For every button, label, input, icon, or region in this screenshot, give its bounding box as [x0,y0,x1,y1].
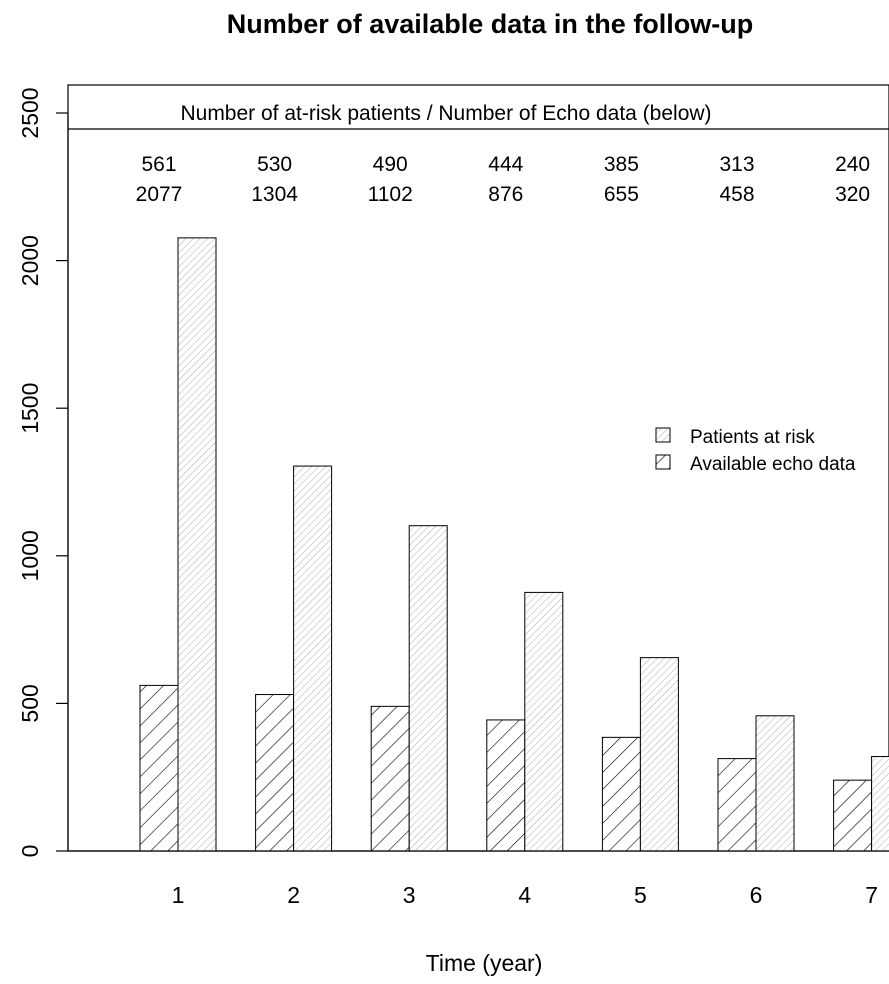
annotation-echo-data-7: 320 [835,183,870,206]
x-tick-label-3: 3 [403,882,416,908]
annotation-at-risk-6: 313 [719,153,754,176]
annotation-at-risk-2: 530 [257,153,292,176]
annotation-values: 561 530 490 444 385 313 240 2077 1304 1102 876 655 4… [136,153,870,206]
annotation-echo-data-4: 876 [488,183,523,206]
bar-available-echo-data-3 [370,705,410,852]
x-tick-label-5: 5 [634,882,647,908]
y-tick-label-2500: 2500 [17,87,43,138]
annotation-at-risk-3: 490 [373,153,408,176]
annotation-panel: Number of at-risk patients / Number of E… [68,102,889,130]
bar-patients-at-risk-5 [639,657,679,852]
y-tick-label-2000: 2000 [17,235,43,286]
bar-available-echo-data-4 [486,719,526,852]
x-tick-label-1: 1 [172,882,185,908]
legend: Patients at risk Available echo data [655,427,856,475]
y-tick-label-0: 0 [17,845,43,858]
annotation-at-risk-1: 561 [141,153,176,176]
legend-swatch-available-echo-data [655,454,671,470]
bar-patients-at-risk-2 [293,465,333,852]
x-axis-label: Time (year) [426,950,543,976]
bar-available-echo-data-1 [139,684,179,852]
x-tick-label-7: 7 [865,882,878,908]
legend-label-patients-at-risk: Patients at risk [690,427,815,448]
annotation-echo-data-1: 2077 [136,183,183,206]
y-tick-label-1500: 1500 [17,383,43,434]
annotation-at-risk-7: 240 [835,153,870,176]
bar-patients-at-risk-3 [408,525,448,852]
bar-available-echo-data-2 [255,694,295,852]
y-axis: 0 500 1000 1500 2000 2500 [17,87,69,858]
legend-label-available-echo-data: Available echo data [690,454,856,475]
annotation-echo-data-6: 458 [719,183,754,206]
bars [68,237,889,852]
bar-patients-at-risk-1 [177,237,217,852]
annotation-echo-data-5: 655 [604,183,639,206]
x-tick-label-4: 4 [518,882,531,908]
x-axis: 1 2 3 4 5 6 7 [172,882,878,908]
annotation-echo-data-2: 1304 [251,183,298,206]
annotation-at-risk-4: 444 [488,153,523,176]
bar-patients-at-risk-6 [755,715,795,852]
x-tick-label-2: 2 [287,882,300,908]
annotation-header: Number of at-risk patients / Number of E… [180,102,711,125]
bar-available-echo-data-7 [833,779,873,852]
y-tick-label-500: 500 [17,684,43,722]
annotation-echo-data-3: 1102 [368,183,413,206]
bar-available-echo-data-6 [717,758,757,852]
bar-patients-at-risk-4 [524,591,564,852]
chart-title: Number of available data in the follow-u… [227,9,754,39]
bar-available-echo-data-5 [601,736,641,852]
bar-patients-at-risk-7 [871,756,889,852]
annotation-at-risk-5: 385 [604,153,639,176]
legend-swatch-patients-at-risk [655,427,671,443]
x-tick-label-6: 6 [750,882,763,908]
y-tick-label-1000: 1000 [17,530,43,581]
